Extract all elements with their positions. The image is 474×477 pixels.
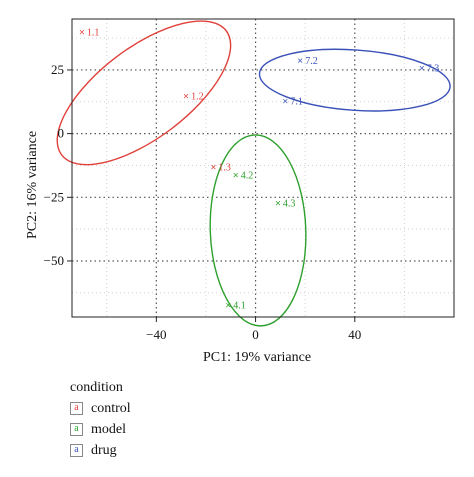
x-tick-label: −40 bbox=[146, 327, 166, 342]
point-label: 7.1 bbox=[290, 97, 303, 108]
x-tick-label: 0 bbox=[252, 327, 259, 342]
point-label: 1.1 bbox=[87, 28, 100, 39]
point-marker: × bbox=[225, 300, 231, 311]
legend-key-model: a bbox=[70, 423, 83, 436]
legend-item-drug: a drug bbox=[70, 440, 131, 461]
y-tick-label: 0 bbox=[58, 126, 65, 141]
point-label: 4.3 bbox=[283, 198, 296, 209]
legend-label-model: model bbox=[91, 421, 126, 437]
point-marker: × bbox=[419, 63, 425, 74]
x-tick-label: 40 bbox=[348, 327, 361, 342]
point-marker: × bbox=[233, 170, 239, 181]
legend-item-model: a model bbox=[70, 419, 131, 440]
point-marker: × bbox=[282, 97, 288, 108]
confidence-ellipses bbox=[56, 20, 451, 327]
y-tick-label: 25 bbox=[51, 62, 64, 77]
point-marker: × bbox=[275, 198, 281, 209]
point-label: 7.2 bbox=[305, 56, 318, 67]
legend-label-drug: drug bbox=[91, 442, 117, 458]
plot-panel-border bbox=[71, 18, 455, 318]
legend-title: condition bbox=[70, 380, 123, 395]
legend: condition a control a model a drug bbox=[70, 380, 131, 461]
point-label: 4.1 bbox=[233, 300, 246, 311]
legend-key-control: a bbox=[70, 402, 83, 415]
x-axis-ticks: −40 0 40 bbox=[146, 317, 361, 342]
legend-label-control: control bbox=[91, 400, 131, 416]
legend-item-control: a control bbox=[70, 398, 131, 419]
y-axis-ticks: 25 0 −25 −50 bbox=[44, 62, 72, 268]
point-label: 1.3 bbox=[218, 163, 231, 174]
data-points: × 1.1× 1.2× 1.3× 4.2× 4.3× 4.1× 7.2× 7.3× 7.1 bbox=[79, 28, 439, 312]
point-marker: × bbox=[79, 28, 85, 39]
y-tick-label: −50 bbox=[44, 253, 64, 268]
y-tick-label: −25 bbox=[44, 189, 64, 204]
ellipse-model bbox=[209, 134, 307, 327]
y-axis-title: PC2: 16% variance bbox=[25, 131, 40, 239]
legend-key-drug: a bbox=[70, 444, 83, 457]
x-axis-title: PC1: 19% variance bbox=[203, 350, 311, 365]
point-marker: × bbox=[210, 163, 216, 174]
point-label: 1.2 bbox=[191, 91, 204, 102]
ellipse-drug bbox=[258, 48, 451, 112]
point-marker: × bbox=[183, 91, 189, 102]
grid-lines bbox=[72, 19, 454, 317]
point-label: 4.2 bbox=[241, 170, 254, 181]
point-label: 7.3 bbox=[427, 63, 440, 74]
point-marker: × bbox=[297, 56, 303, 67]
ellipse-control bbox=[56, 20, 232, 166]
